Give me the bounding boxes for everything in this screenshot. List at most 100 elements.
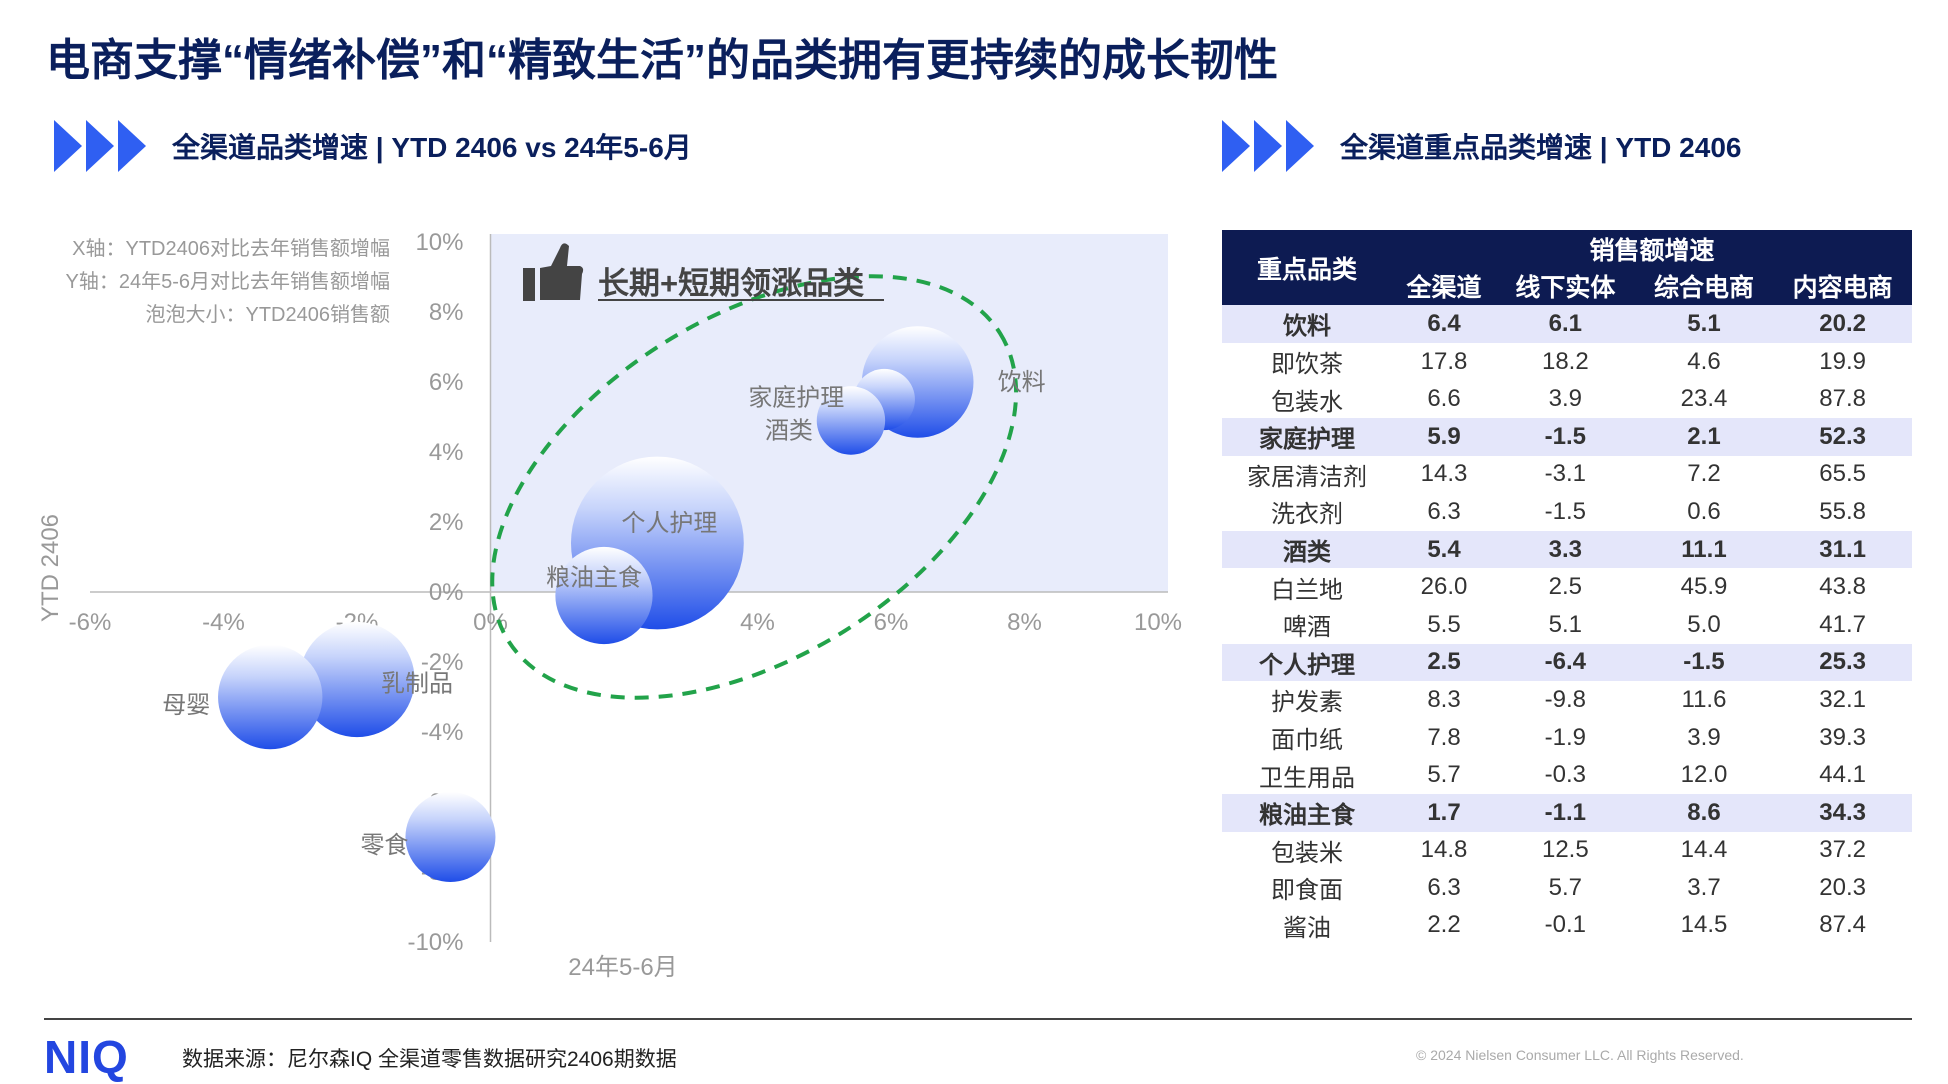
row-value: 6.3 [1427, 497, 1461, 525]
x-tick-label: 8% [1007, 609, 1042, 636]
y-tick-label: 10% [415, 229, 463, 256]
column-header: 综合电商 [1634, 267, 1774, 306]
right-section-header: 全渠道重点品类增速 | YTD 2406 [1222, 120, 1741, 172]
row-value: 25.3 [1773, 643, 1912, 682]
bubble-label: 饮料 [998, 369, 1046, 396]
row-value: 5.9 [1392, 417, 1496, 456]
triple-arrow-icon [1222, 120, 1318, 172]
row-value: 2.5 [1392, 643, 1496, 682]
row-value: 19.9 [1819, 347, 1867, 375]
footer-divider [44, 1018, 1912, 1020]
bubble [816, 386, 886, 455]
row-category: 饮料 [1222, 305, 1392, 343]
x-tick-label: -6% [69, 609, 112, 636]
row-value: 39.3 [1819, 723, 1867, 751]
row-category: 包装水 [1271, 388, 1343, 416]
row-value: 87.8 [1819, 385, 1867, 413]
y-tick-label: 8% [429, 299, 464, 326]
row-category: 粮油主食 [1222, 793, 1392, 832]
table-row: 洗衣剂 6.3 -1.5 0.6 55.8 [1222, 493, 1912, 531]
row-category: 白兰地 [1271, 576, 1343, 604]
row-value: 5.0 [1687, 610, 1721, 638]
row-value: 26.0 [1420, 573, 1468, 601]
column-header: 全渠道 [1392, 267, 1496, 306]
row-value: 43.8 [1819, 573, 1867, 601]
row-value: 65.5 [1819, 460, 1867, 488]
triple-arrow-icon [54, 120, 150, 172]
row-value: 8.6 [1634, 793, 1774, 832]
y-tick-label: -2% [421, 649, 464, 676]
row-category: 洗衣剂 [1271, 501, 1343, 529]
row-value: 5.7 [1548, 873, 1583, 901]
table-row: 啤酒 5.5 5.1 5.0 41.7 [1222, 606, 1912, 644]
x-tick-label: -4% [202, 609, 245, 636]
row-category: 个人护理 [1222, 643, 1392, 682]
data-source: 数据来源：尼尔森IQ 全渠道零售数据研究2406期数据 [182, 1048, 677, 1071]
y-tick-label: 4% [429, 439, 464, 466]
bubble-label: 家庭护理 [748, 385, 844, 412]
row-value: 20.2 [1773, 305, 1912, 343]
header-group: 销售额增速 [1392, 230, 1912, 268]
y-tick-label: -10% [407, 929, 463, 956]
highlight-label: 长期+短期领涨品类 [598, 266, 864, 301]
row-value: 5.1 [1548, 610, 1583, 638]
table-row: 家居清洁剂 14.3 -3.1 7.2 65.5 [1222, 456, 1912, 494]
row-value: 31.1 [1773, 530, 1912, 569]
bubble [405, 792, 496, 882]
row-value: -1.5 [1634, 643, 1774, 682]
bubble-label: 酒类 [765, 418, 813, 445]
row-value: 3.9 [1687, 723, 1721, 751]
row-value: 44.1 [1819, 761, 1867, 789]
table-row: 白兰地 26.0 2.5 45.9 43.8 [1222, 568, 1912, 606]
column-header: 内容电商 [1773, 267, 1912, 306]
highlight-label-group: 长期+短期领涨品类 [523, 243, 884, 301]
page-title: 电商支撑“情绪补偿”和“精致生活”的品类拥有更持续的成长韧性 [46, 36, 1278, 85]
y-axis-note: Y轴：24年5-6月对比去年销售额增幅 [65, 271, 391, 293]
table-group-row: 粮油主食 1.7 -1.1 8.6 34.3 [1222, 793, 1912, 832]
row-value: 2.1 [1634, 417, 1774, 456]
x-tick-label: 4% [740, 609, 775, 636]
row-value: 11.1 [1634, 530, 1774, 569]
row-value: 3.7 [1687, 873, 1721, 901]
row-value: 5.7 [1427, 761, 1461, 789]
row-category: 即饮茶 [1271, 351, 1343, 379]
row-value: 7.8 [1427, 723, 1461, 751]
row-value: 4.6 [1687, 347, 1721, 375]
row-value: -0.1 [1544, 911, 1586, 939]
table-group-row: 个人护理 2.5 -6.4 -1.5 25.3 [1222, 643, 1912, 682]
x-tick-label: 6% [874, 609, 909, 636]
row-value: 3.9 [1548, 385, 1583, 413]
right-section-label: 全渠道重点品类增速 | YTD 2406 [1340, 132, 1742, 163]
row-category: 啤酒 [1283, 614, 1331, 642]
row-value: -1.9 [1544, 723, 1586, 751]
bubble [555, 546, 653, 645]
row-value: 20.3 [1819, 873, 1867, 901]
row-category: 面巾纸 [1271, 727, 1343, 755]
bubble [218, 644, 323, 750]
row-value: -1.1 [1496, 793, 1635, 832]
row-value: 6.3 [1427, 873, 1461, 901]
row-value: 6.6 [1427, 385, 1461, 413]
y-tick-label: 2% [429, 509, 464, 536]
row-value: 2.5 [1548, 573, 1583, 601]
row-value: 5.5 [1427, 610, 1461, 638]
row-category: 即食面 [1271, 877, 1343, 905]
table-row: 护发素 8.3 -9.8 11.6 32.1 [1222, 681, 1912, 719]
left-section-label: 全渠道品类增速 | YTD 2406 vs 24年5-6月 [172, 132, 692, 163]
row-value: 14.5 [1680, 911, 1728, 939]
row-value: 14.3 [1420, 460, 1468, 488]
table-row: 面巾纸 7.8 -1.9 3.9 39.3 [1222, 719, 1912, 757]
row-category: 家居清洁剂 [1247, 463, 1367, 491]
table-row: 即食面 6.3 5.7 3.7 20.3 [1222, 869, 1912, 907]
table-row: 即饮茶 17.8 18.2 4.6 19.9 [1222, 343, 1912, 381]
row-value: 2.2 [1427, 911, 1461, 939]
row-value: 55.8 [1819, 497, 1867, 525]
column-header: 线下实体 [1496, 267, 1635, 306]
row-value: 18.2 [1541, 347, 1589, 375]
row-value: 8.3 [1427, 685, 1461, 713]
row-value: 45.9 [1680, 573, 1728, 601]
table-group-row: 饮料 6.4 6.1 5.1 20.2 [1222, 305, 1912, 343]
y-tick-label: 0% [429, 579, 464, 606]
table-row: 卫生用品 5.7 -0.3 12.0 44.1 [1222, 756, 1912, 794]
